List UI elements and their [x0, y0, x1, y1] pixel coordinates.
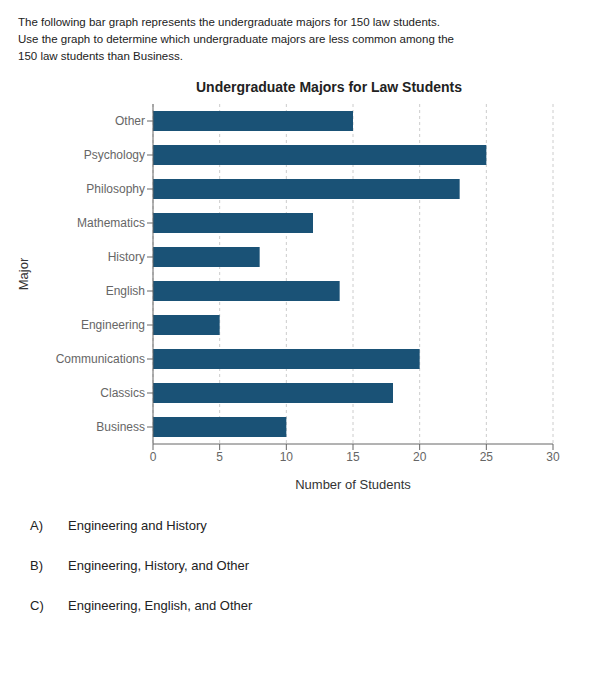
svg-text:0: 0 [150, 450, 157, 464]
html-text:150 law students than Business: 150 law students than Business. [18, 50, 183, 62]
svg-text:10: 10 [280, 450, 294, 464]
svg-text:Psychology: Psychology [84, 148, 145, 162]
html-text:Engineering and History: Engineering and History [68, 518, 207, 533]
svg-text:Philosophy: Philosophy [86, 182, 145, 196]
html-text:C): C) [30, 598, 44, 613]
svg-text:25: 25 [480, 450, 494, 464]
svg-text:Classics: Classics [100, 386, 145, 400]
html-text:Use the graph to determine whi: Use the graph to determine which undergr… [18, 33, 454, 45]
svg-text:15: 15 [346, 450, 360, 464]
svg-text:History: History [108, 250, 145, 264]
svg-text:Major: Major [16, 257, 31, 290]
html-text:Undergraduate Majors for Law S: Undergraduate Majors for Law Students [196, 79, 462, 95]
html-text:B): B) [30, 558, 43, 573]
svg-text:Number of Students: Number of Students [295, 477, 411, 492]
html-text:A): A) [30, 518, 43, 533]
html-text:The following bar graph repres: The following bar graph represents the u… [18, 16, 440, 28]
svg-text:English: English [106, 284, 145, 298]
svg-text:Mathematics: Mathematics [77, 216, 145, 230]
html-text:Engineering, English, and Othe: Engineering, English, and Other [68, 598, 253, 613]
svg-text:5: 5 [216, 450, 223, 464]
html-text:Engineering, History, and Othe: Engineering, History, and Other [68, 558, 250, 573]
svg-text:Other: Other [115, 114, 145, 128]
svg-text:20: 20 [413, 450, 427, 464]
svg-text:30: 30 [546, 450, 560, 464]
svg-text:Business: Business [96, 420, 145, 434]
svg-text:Engineering: Engineering [81, 318, 145, 332]
svg-text:Communications: Communications [56, 352, 145, 366]
